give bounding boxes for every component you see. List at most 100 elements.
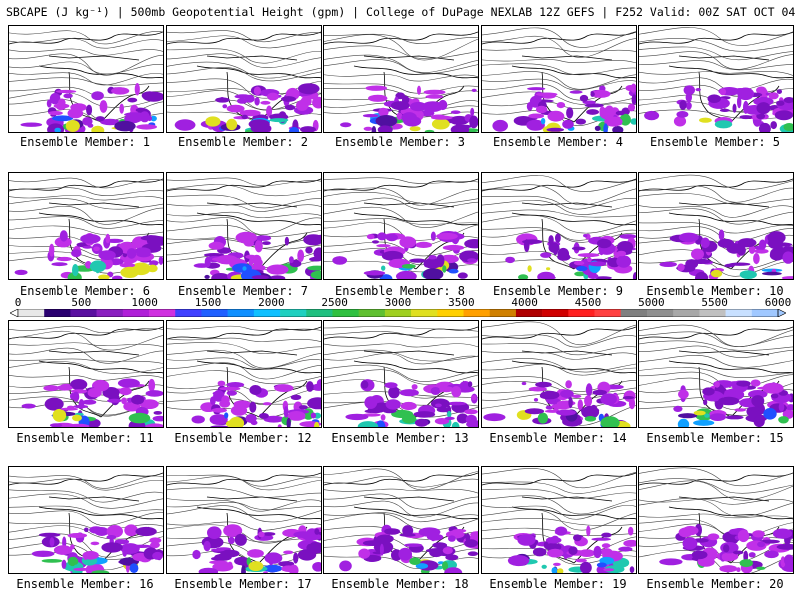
cape-shading	[409, 101, 427, 112]
height-contour	[482, 227, 636, 241]
cape-shading	[211, 556, 224, 561]
cape-shading	[403, 116, 422, 127]
cape-shading	[147, 115, 152, 122]
colorbar-tick-label: 2500	[321, 296, 348, 309]
cape-shading	[378, 107, 389, 117]
height-contour	[482, 175, 636, 192]
cape-shading	[691, 550, 708, 560]
cape-shading	[451, 386, 462, 398]
height-contour	[324, 218, 478, 225]
cape-shading	[518, 274, 529, 279]
colorbar-swatch	[18, 309, 45, 317]
ensemble-member-label: Ensemble Member: 7	[177, 284, 309, 298]
cape-shading	[732, 550, 744, 555]
cape-shading	[254, 235, 272, 241]
cape-shading	[86, 104, 93, 116]
colorbar-swatch	[358, 309, 386, 317]
height-contour	[482, 91, 636, 106]
cape-shading	[220, 549, 240, 558]
cape-shading	[616, 250, 627, 257]
cape-shading	[770, 393, 779, 399]
cape-shading	[364, 409, 377, 413]
cape-shading	[718, 396, 740, 406]
cape-shading	[111, 87, 130, 95]
height-contour	[324, 349, 478, 362]
colorbar-tick-label: 1500	[194, 296, 222, 309]
cape-shading	[107, 398, 122, 403]
cape-shading	[239, 109, 261, 117]
cape-shading	[204, 274, 210, 279]
colorbar-min-arrow	[10, 309, 19, 317]
ensemble-member-label: Ensemble Member: 20	[646, 577, 784, 591]
cape-shading	[773, 250, 783, 261]
cape-shading	[209, 560, 228, 565]
height-contour	[324, 331, 478, 339]
height-contour	[324, 34, 478, 61]
height-contour	[167, 35, 321, 49]
cape-shading	[710, 269, 723, 278]
ensemble-member-map-7	[166, 172, 322, 280]
colorbar-swatch	[332, 309, 359, 317]
cape-shading	[618, 546, 633, 552]
cape-shading	[67, 556, 79, 567]
cape-shading	[399, 533, 416, 537]
cape-shading	[429, 530, 437, 542]
cape-shading	[465, 414, 477, 424]
cape-shading	[737, 238, 757, 248]
map-canvas	[9, 177, 163, 279]
height-contour	[482, 376, 636, 392]
cape-shading	[368, 397, 381, 404]
cape-shading	[555, 233, 561, 243]
cape-shading	[700, 237, 710, 249]
cape-shading	[678, 389, 689, 399]
cape-shading	[82, 117, 93, 126]
ensemble-member-map-19	[481, 466, 637, 574]
cape-shading	[778, 402, 785, 412]
height-contour	[9, 91, 163, 108]
cape-shading	[362, 114, 379, 118]
cape-shading	[314, 421, 320, 427]
cape-shading	[695, 271, 709, 279]
cape-shading	[219, 386, 241, 391]
cape-shading	[48, 401, 60, 407]
colorbar-tick-label: 500	[71, 296, 92, 309]
height-contour	[9, 38, 163, 49]
cape-shading	[547, 110, 565, 122]
cape-shading	[754, 248, 769, 254]
ensemble-member-map-20	[638, 466, 794, 574]
colorbar-swatch	[384, 309, 412, 317]
height-contour	[324, 191, 478, 205]
height-contour	[482, 184, 636, 206]
cape-shading	[128, 412, 151, 424]
height-contour	[639, 331, 793, 348]
cape-shading	[129, 563, 139, 573]
cape-shading	[126, 248, 137, 259]
cape-shading	[467, 381, 473, 388]
cape-shading	[226, 118, 238, 131]
height-contour	[9, 216, 163, 229]
height-contour	[482, 209, 636, 218]
height-contour	[639, 46, 793, 60]
colorbar-swatch	[542, 309, 569, 317]
cape-shading	[415, 241, 432, 248]
cape-shading	[579, 94, 589, 102]
cape-shading	[376, 244, 391, 248]
cape-shading	[543, 541, 549, 549]
colorbar-swatch	[280, 309, 307, 317]
height-contour	[9, 61, 163, 75]
height-contour	[639, 71, 793, 76]
height-contour	[9, 225, 163, 236]
cape-shading	[253, 86, 261, 96]
cape-shading	[145, 423, 163, 427]
height-contour	[482, 195, 636, 210]
map-canvas	[482, 321, 636, 427]
cape-shading	[210, 548, 225, 552]
cape-shading	[557, 568, 564, 573]
cape-shading	[310, 412, 317, 419]
cape-shading	[527, 87, 546, 91]
cape-shading	[85, 261, 92, 269]
ensemble-member-map-9	[481, 172, 637, 280]
cape-shading	[117, 378, 140, 388]
height-contour	[9, 375, 163, 381]
cape-shading	[53, 103, 70, 109]
